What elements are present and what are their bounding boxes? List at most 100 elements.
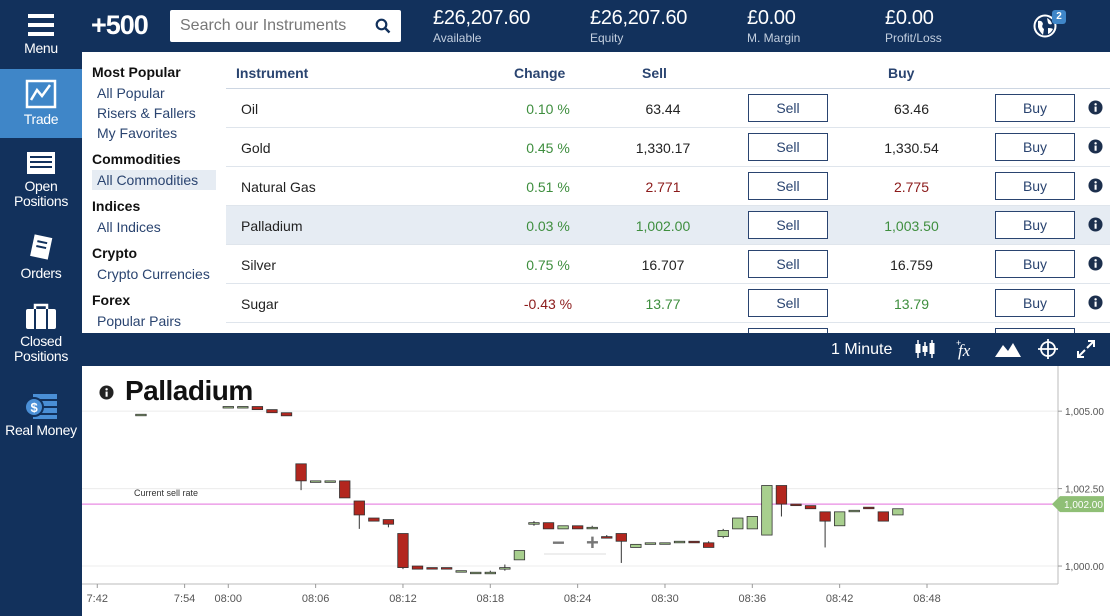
- candlestick-chart[interactable]: 1,000.00 1,002.50 1,005.00 7:42 7:54 08:00 08:…: [82, 366, 1110, 616]
- info-icon[interactable]: [99, 385, 114, 400]
- candle-body[interactable]: [557, 525, 569, 530]
- mountain-chart-icon[interactable]: [994, 339, 1022, 359]
- candle-body[interactable]: [280, 412, 293, 417]
- candle-body[interactable]: [455, 570, 467, 573]
- column-header-change[interactable]: Change: [514, 65, 566, 81]
- info-icon[interactable]: [1088, 295, 1103, 310]
- candle-body[interactable]: [237, 406, 249, 409]
- category-item-popular-pairs[interactable]: Popular Pairs: [97, 313, 182, 329]
- candle-body[interactable]: [848, 509, 860, 513]
- candle-body[interactable]: [426, 567, 438, 570]
- candle-body[interactable]: [790, 503, 802, 507]
- table-row[interactable]: Oil 0.10 % 63.44 63.46 Sell Buy: [226, 89, 1110, 128]
- buy-button[interactable]: Buy: [995, 133, 1075, 161]
- sidebar-item-menu[interactable]: Menu: [0, 12, 82, 56]
- category-item-risers-fallers[interactable]: Risers & Fallers: [97, 105, 196, 121]
- candle-body[interactable]: [877, 511, 889, 522]
- candle-body[interactable]: [499, 567, 511, 570]
- category-item-all-indices[interactable]: All Indices: [97, 219, 161, 235]
- candle-body[interactable]: [717, 530, 729, 538]
- sell-button[interactable]: Sell: [748, 289, 828, 317]
- candle-body[interactable]: [673, 540, 686, 544]
- sidebar-item-trade[interactable]: Trade: [0, 69, 82, 138]
- buy-button[interactable]: [995, 328, 1075, 333]
- candle-body[interactable]: [732, 517, 744, 530]
- crosshair-icon[interactable]: [1038, 339, 1058, 359]
- table-row[interactable]: Silver 0.75 % 16.707 16.759 Sell Buy: [226, 245, 1110, 284]
- zoom-in-button[interactable]: +: [586, 530, 599, 555]
- interval-selector[interactable]: 1 Minute: [831, 341, 893, 358]
- price-chart[interactable]: 1,000.00 1,002.50 1,005.00 7:42 7:54 08:00 08:…: [82, 366, 1110, 616]
- sell-button[interactable]: Sell: [748, 172, 828, 200]
- info-icon[interactable]: [1088, 178, 1103, 193]
- info-icon[interactable]: [1088, 217, 1103, 232]
- candle-body[interactable]: [819, 511, 831, 522]
- sell-button[interactable]: Sell: [748, 211, 828, 239]
- expand-icon[interactable]: [1076, 339, 1096, 359]
- sell-button[interactable]: Sell: [748, 94, 828, 122]
- candle-body[interactable]: [295, 463, 307, 482]
- candle-body[interactable]: [834, 511, 846, 527]
- candle-body[interactable]: [804, 505, 817, 510]
- candle-body[interactable]: [368, 517, 380, 522]
- candle-body[interactable]: [863, 506, 875, 510]
- zoom-out-button[interactable]: −: [552, 530, 565, 555]
- candlestick-icon[interactable]: [914, 339, 936, 359]
- candle-body[interactable]: [222, 406, 234, 409]
- table-row[interactable]: Sugar -0.43 % 13.77 13.79 Sell Buy: [226, 284, 1110, 323]
- candle-body[interactable]: [775, 485, 788, 505]
- candle-body[interactable]: [601, 536, 613, 539]
- candle-body[interactable]: [630, 543, 642, 548]
- candle-body[interactable]: [659, 542, 671, 545]
- sidebar-item-real-money[interactable]: $ Real Money: [0, 392, 82, 438]
- candle-body[interactable]: [615, 533, 627, 542]
- candle-body[interactable]: [411, 565, 424, 570]
- search-input[interactable]: [170, 10, 370, 42]
- candle-body[interactable]: [397, 533, 409, 568]
- buy-button[interactable]: Buy: [995, 289, 1075, 317]
- info-icon[interactable]: [1088, 139, 1103, 154]
- sell-button[interactable]: Sell: [748, 250, 828, 278]
- category-item-my-favorites[interactable]: My Favorites: [97, 125, 178, 141]
- candle-body[interactable]: [135, 413, 147, 417]
- category-item-crypto-currencies[interactable]: Crypto Currencies: [97, 266, 210, 282]
- candle-body[interactable]: [266, 409, 278, 414]
- sidebar-item-orders[interactable]: Orders: [0, 233, 82, 281]
- candle-body[interactable]: [353, 500, 365, 516]
- sell-button[interactable]: Sell: [748, 133, 828, 161]
- candle-body[interactable]: [703, 542, 715, 548]
- candle-body[interactable]: [542, 522, 555, 530]
- candle-body[interactable]: [586, 526, 598, 530]
- search-icon[interactable]: [375, 18, 391, 34]
- candle-body[interactable]: [309, 480, 322, 483]
- info-icon[interactable]: [1088, 256, 1103, 271]
- plus500-logo[interactable]: +500: [91, 10, 149, 40]
- candle-body[interactable]: [688, 540, 700, 544]
- fx-indicator-icon[interactable]: fx+: [956, 339, 978, 361]
- table-row[interactable]: Gold 0.45 % 1,330.17 1,330.54 Sell Buy: [226, 128, 1110, 167]
- candle-body[interactable]: [892, 508, 904, 516]
- category-item-all-popular[interactable]: All Popular: [97, 85, 165, 101]
- candle-body[interactable]: [440, 567, 453, 570]
- candle-body[interactable]: [746, 516, 758, 530]
- candle-body[interactable]: [484, 571, 496, 575]
- candle-body[interactable]: [644, 542, 657, 545]
- candle-body[interactable]: [761, 485, 773, 536]
- candle-body[interactable]: [571, 525, 584, 530]
- candle-body[interactable]: [251, 406, 264, 411]
- candle-body[interactable]: [339, 480, 351, 499]
- table-row[interactable]: Natural Gas 0.51 % 2.771 2.775 Sell Buy: [226, 167, 1110, 206]
- buy-button[interactable]: Buy: [995, 172, 1075, 200]
- candle-body[interactable]: [382, 519, 395, 525]
- buy-button[interactable]: Buy: [995, 94, 1075, 122]
- candle-body[interactable]: [470, 571, 482, 575]
- search-box[interactable]: [170, 10, 401, 42]
- candle-body[interactable]: [324, 480, 336, 483]
- candle-body[interactable]: [528, 522, 540, 525]
- sell-button[interactable]: [748, 328, 828, 333]
- table-row[interactable]: Palladium 0.03 % 1,002.00 1,003.50 Sell Buy: [226, 206, 1110, 245]
- globe-icon[interactable]: [1033, 14, 1057, 38]
- info-icon[interactable]: [1088, 100, 1103, 115]
- buy-button[interactable]: Buy: [995, 211, 1075, 239]
- buy-button[interactable]: Buy: [995, 250, 1075, 278]
